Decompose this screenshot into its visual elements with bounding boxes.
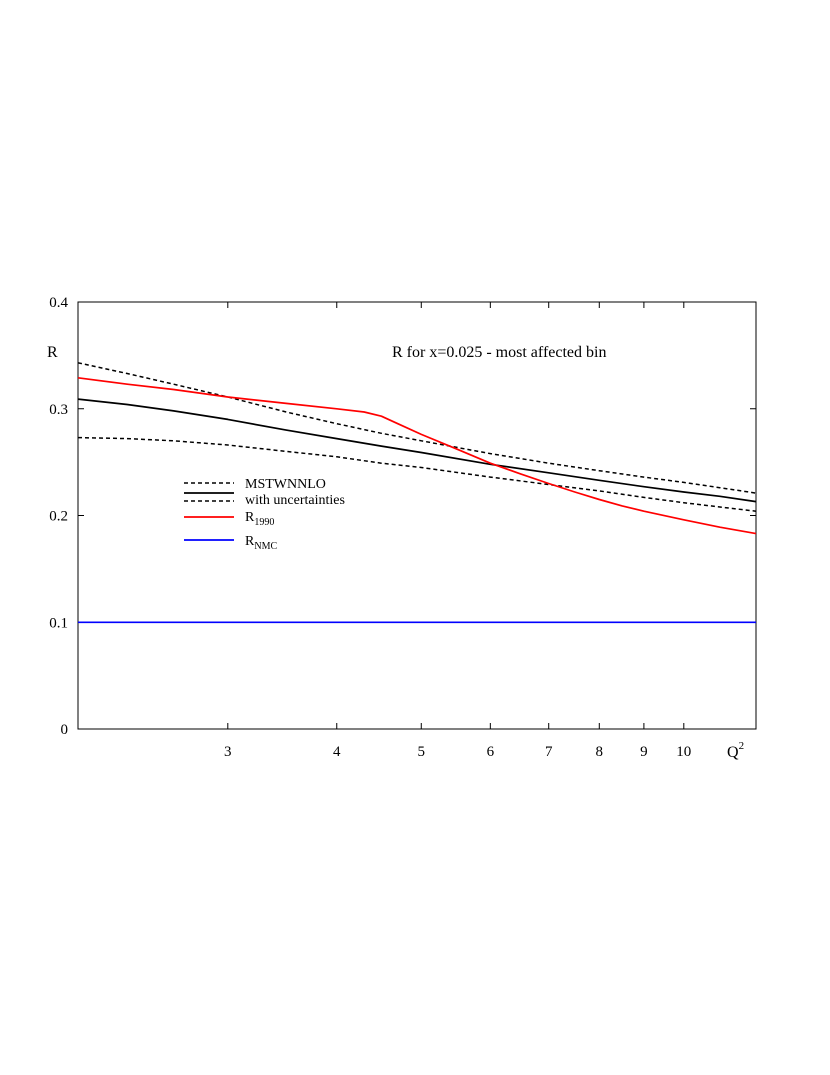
x-tick-label: 6 [487, 744, 495, 760]
y-tick-label: 0.1 [49, 615, 68, 631]
legend-label: R1990 [245, 510, 274, 528]
legend-label-subscript: 1990 [254, 517, 274, 528]
y-tick-label: 0.2 [49, 509, 68, 525]
y-tick-label: 0 [61, 722, 69, 738]
x-tick-label: 4 [333, 744, 341, 760]
x-tick-label: 3 [224, 744, 232, 760]
x-tick-label: 8 [596, 744, 604, 760]
y-tick-label: 0.3 [49, 402, 68, 418]
legend-label: MSTWNNLO [245, 477, 326, 492]
x-tick-label: 9 [640, 744, 648, 760]
plot-frame [77, 301, 757, 730]
legend-label-subscript: NMC [254, 541, 277, 552]
y-tick-label: 0.4 [49, 295, 68, 311]
x-axis-label-superscript: 2 [739, 740, 745, 752]
legend-label: RNMC [245, 534, 277, 552]
legend-label-text: R [245, 534, 255, 549]
x-tick-label: 5 [418, 744, 426, 760]
series-line-lower [77, 436, 757, 512]
axis-ticks: 0 0.1 0.2 0.3 0.4 3 4 5 6 7 8 9 10 [49, 295, 756, 760]
legend-label: with uncertainties [245, 493, 345, 508]
series-layer [77, 362, 757, 624]
x-axis-label-base: Q [727, 744, 739, 761]
x-tick-label: 7 [545, 744, 553, 760]
series-line-central [77, 398, 757, 503]
x-axis-label: Q2 [727, 740, 744, 761]
legend-label-text: with uncertainties [245, 493, 345, 508]
legend-label-text: MSTWNNLO [245, 477, 326, 492]
legend-label-text: R [245, 510, 255, 525]
x-tick-label: 10 [676, 744, 691, 760]
series-line-r1990 [77, 376, 757, 535]
y-axis-label: R [47, 344, 58, 361]
chart-title: R for x=0.025 - most affected bin [392, 344, 606, 361]
series-line-upper [77, 362, 757, 494]
